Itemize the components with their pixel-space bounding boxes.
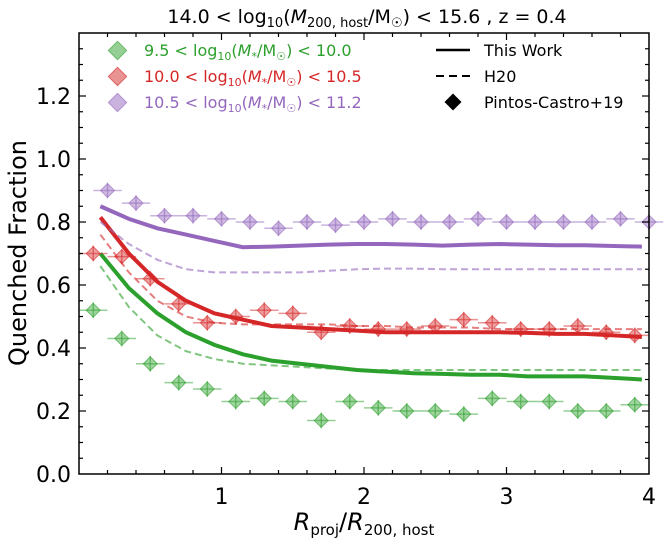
legend-diamond-marker: [444, 93, 462, 111]
data-point-marker: [171, 374, 187, 391]
data-point-marker: [384, 211, 401, 227]
data-point-marker: [399, 321, 415, 337]
legend-this-work-label: This Work: [483, 41, 563, 60]
data-point-marker: [199, 381, 215, 397]
data-point-marker: [128, 195, 144, 211]
data-point-marker: [584, 214, 600, 230]
series-group-1: [79, 216, 649, 344]
legend-mass-label-green: 9.5 < log10(M*/M☉) < 10.0: [144, 41, 352, 63]
y-tick-label: 0.8: [36, 211, 71, 236]
data-point-marker: [256, 302, 272, 318]
x-tick-label: 1: [215, 485, 229, 510]
data-point-marker: [171, 296, 187, 312]
axis-ticks: 1 2 3 4 0.0 0.2 0.4 0.6 0.8 1.0 1.2: [36, 33, 656, 510]
data-point-marker: [270, 220, 287, 237]
data-point-marker: [570, 403, 586, 419]
data-point-marker: [399, 403, 415, 419]
data-point-marker: [285, 305, 301, 322]
data-point-marker: [114, 248, 130, 265]
data-point-marker: [185, 207, 201, 224]
h20-line: [99, 221, 642, 274]
data-point-marker: [470, 211, 486, 227]
plot-area: [79, 182, 664, 429]
data-point-marker: [85, 302, 101, 318]
data-point-marker: [427, 403, 443, 419]
x-tick-label: 3: [500, 485, 514, 510]
data-point-marker: [99, 182, 116, 199]
plot-frame: [78, 32, 650, 475]
y-tick-label: 0.4: [36, 337, 71, 362]
data-point-marker: [370, 400, 386, 416]
y-tick-label: 1.0: [36, 148, 71, 173]
data-point-marker: [114, 330, 130, 347]
legend-mass-label-purple: 10.5 < log10(M*/M☉) < 11.2: [144, 93, 362, 115]
data-point-marker: [299, 214, 315, 230]
x-tick-label: 2: [357, 485, 371, 510]
y-tick-label: 0.2: [36, 400, 71, 425]
data-point-marker: [484, 315, 500, 331]
data-point-marker: [156, 207, 173, 224]
y-axis-title: Quenched Fraction: [4, 140, 32, 366]
data-point-marker: [85, 245, 101, 262]
data-point-marker: [142, 270, 158, 287]
data-point-marker: [213, 211, 230, 227]
data-point-marker: [541, 321, 557, 337]
data-point-marker: [612, 211, 629, 227]
data-point-marker: [242, 214, 258, 230]
data-point-marker: [313, 412, 329, 429]
data-point-marker: [413, 214, 429, 230]
data-point-marker: [342, 393, 358, 410]
data-point-marker: [484, 390, 500, 407]
y-tick-label: 0.0: [36, 463, 71, 488]
data-point-marker: [285, 393, 301, 410]
legend-pintos-castro-label: Pintos-Castro+19: [484, 93, 623, 112]
data-point-marker: [228, 393, 244, 410]
legend-line-styles: This Work H20 Pintos-Castro+19: [436, 41, 623, 112]
series-group-0: [79, 252, 649, 429]
legend-mass-marker-red: [107, 66, 128, 87]
data-point-marker: [498, 214, 515, 230]
data-point-marker: [598, 324, 614, 340]
data-point-marker: [513, 393, 529, 410]
legend-h20-label: H20: [484, 67, 516, 86]
data-point-marker: [342, 318, 358, 334]
data-point-marker: [441, 214, 458, 230]
data-point-marker: [456, 406, 472, 422]
y-tick-label: 1.2: [36, 85, 71, 110]
data-point-marker: [627, 327, 643, 344]
data-point-marker: [356, 214, 372, 230]
legend-mass-marker-green: [107, 40, 128, 61]
data-point-marker: [513, 321, 529, 337]
data-point-marker: [256, 390, 272, 407]
data-point-marker: [541, 393, 557, 410]
data-point-marker: [555, 214, 572, 230]
this-work-line: [99, 204, 642, 250]
data-point-marker: [527, 214, 543, 230]
legend-mass-bins: 9.5 < log10(M*/M☉) < 10.0 10.0 < log10(M…: [107, 40, 362, 115]
data-point-marker: [456, 311, 472, 328]
y-tick-label: 0.6: [36, 274, 71, 299]
chart-title: 14.0 < log10(M200, host/M☉) < 15.6 , z =…: [167, 6, 566, 31]
data-point-marker: [142, 356, 158, 372]
legend-mass-marker-purple: [107, 92, 128, 113]
data-point-marker: [313, 324, 329, 340]
data-point-marker: [570, 318, 586, 334]
data-point-marker: [370, 321, 386, 337]
data-point-marker: [228, 308, 244, 325]
data-point-marker: [627, 396, 643, 413]
legend-mass-label-red: 10.0 < log10(M*/M☉) < 10.5: [144, 67, 362, 89]
data-point-marker: [598, 403, 614, 419]
series-group-2: [93, 182, 664, 274]
data-point-marker: [199, 315, 215, 331]
x-axis-title: Rproj/R200, host: [294, 508, 435, 539]
this-work-line: [98, 252, 642, 382]
x-tick-label: 4: [642, 485, 656, 510]
data-point-marker: [427, 318, 443, 334]
data-point-marker: [327, 217, 344, 233]
